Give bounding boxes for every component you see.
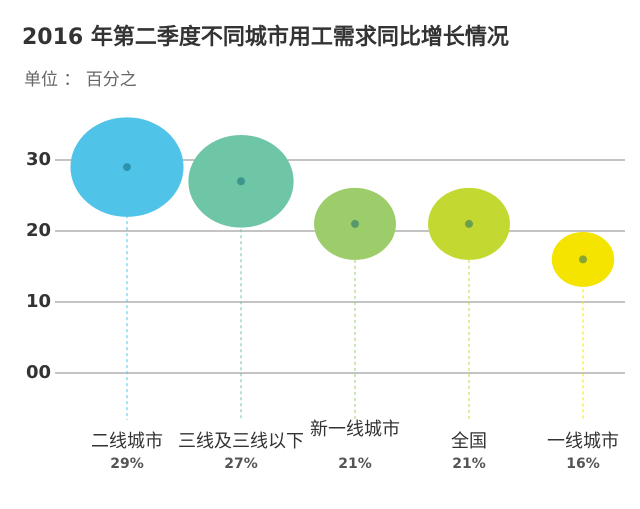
x-tick-label: 新一线城市 [310, 419, 400, 440]
value-label: 29% [110, 456, 144, 472]
bubble-center [237, 177, 245, 186]
x-tick-label: 全国 [451, 431, 487, 452]
y-tick-label: 20 [26, 220, 51, 241]
bubble-center [351, 219, 359, 228]
bubble [314, 187, 396, 260]
chart-subtitle: 单位 ： 百分之 [24, 70, 137, 90]
bubble-center [465, 219, 473, 228]
x-tick-label: 一线城市 [547, 431, 619, 452]
x-tick-label: 三线及三线以下 [178, 431, 304, 452]
value-label: 16% [566, 456, 600, 472]
x-tick-label: 二线城市 [91, 431, 163, 452]
bubble-center [579, 255, 587, 264]
y-tick-label: 30 [26, 149, 51, 170]
chart-title: 2016 年第二季度不同城市用工需求同比增长情况 [22, 24, 509, 50]
bubble [551, 231, 615, 287]
value-label: 21% [452, 456, 486, 472]
bubble [70, 117, 184, 217]
value-label: 27% [224, 456, 258, 472]
y-tick-label: 10 [26, 291, 51, 312]
bubble [428, 187, 510, 260]
y-tick-label: 00 [26, 362, 51, 383]
bubble-center [123, 163, 131, 172]
bubble [188, 134, 294, 228]
value-label: 21% [338, 456, 372, 472]
